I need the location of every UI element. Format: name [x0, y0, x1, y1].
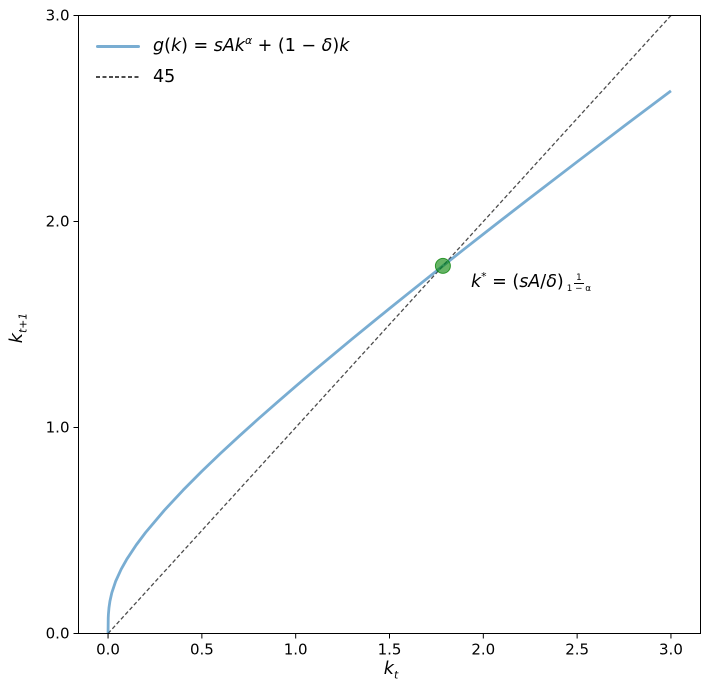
x-tick-label: 1.5	[378, 641, 402, 659]
g-curve-line	[106, 89, 672, 634]
legend-label-45-line: 45	[153, 67, 176, 87]
x-tick-label: 3.0	[659, 641, 683, 659]
x-axis-label: kt	[383, 659, 399, 682]
legend-label-g-curve: g(k) = sAkα + (1 − δ)k	[153, 34, 350, 56]
y-tick-label: 1.0	[46, 419, 70, 437]
legend-item-g-curve: g(k) = sAkα + (1 − δ)k	[96, 34, 349, 58]
legend-swatch-g-curve-icon	[96, 44, 140, 48]
x-tick-label: 2.0	[471, 641, 495, 659]
steady-state-point	[434, 257, 451, 274]
legend: g(k) = sAkα + (1 − δ)k 45	[96, 34, 349, 89]
y-tick-label: 2.0	[46, 213, 70, 231]
x-tick-label: 1.0	[284, 641, 308, 659]
x-tick-label: 0.5	[190, 641, 214, 659]
legend-swatch-45-line-icon	[96, 76, 140, 78]
legend-item-45-line: 45	[96, 65, 349, 89]
x-tick-label: 0.0	[96, 641, 120, 659]
y-axis-label: kt+1	[7, 312, 30, 344]
y-tick-label: 0.0	[46, 625, 70, 643]
steady-state-annotation: k* = (sA/δ) 1 1 − α	[471, 270, 591, 294]
45-degree-line	[107, 15, 672, 634]
x-tick-label: 2.5	[565, 641, 589, 659]
y-tick-label: 3.0	[46, 7, 70, 25]
